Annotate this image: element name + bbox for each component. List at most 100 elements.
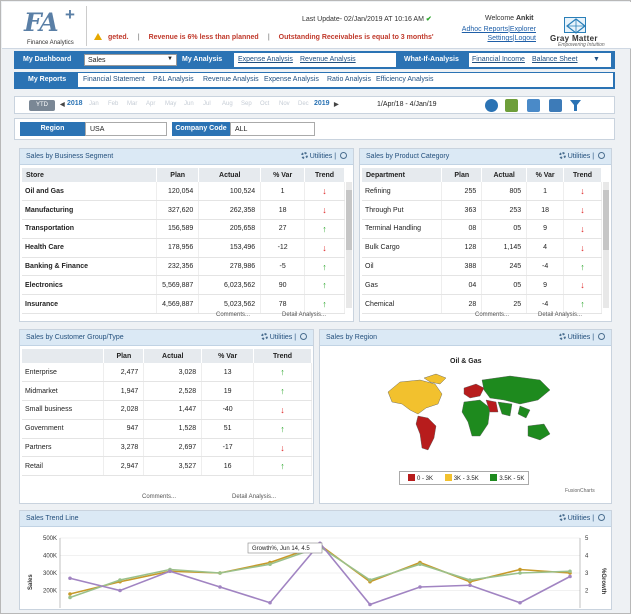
table-row[interactable]: Terminal Handling 08 05 9 ↓ [362,219,602,239]
table-row[interactable]: Chemical 28 25 -4 ↑ [362,294,602,315]
refresh-icon[interactable] [485,99,498,112]
report-link-ratio-analysis[interactable]: Ratio Analysis [327,76,371,83]
table-row[interactable]: Insurance 4,569,887 5,023,562 78 ↑ [22,294,345,315]
explorer-link[interactable]: Explorer [509,26,536,33]
month-nov[interactable]: Nov [279,101,290,107]
logout-link[interactable]: Logout [514,35,536,42]
detail-analysis-link[interactable]: Detail Analysis... [538,312,583,318]
column-header[interactable]: Plan [441,168,483,182]
column-header[interactable]: Actual [198,168,262,182]
utilities-menu[interactable]: Utilities | [558,152,605,160]
column-header[interactable]: Trend [304,168,345,182]
zoom-icon[interactable] [598,152,605,159]
column-header[interactable]: Trend [563,168,602,182]
what-if-label[interactable]: What-If-Analysis [404,56,459,63]
column-header[interactable] [22,349,105,363]
table-row[interactable]: Electronics 5,569,887 6,023,562 90 ↑ [22,275,345,296]
utilities-menu[interactable]: Utilities | [558,333,605,341]
table-row[interactable]: Partners 3,278 2,697 -17 ↓ [22,438,312,458]
zoom-icon[interactable] [598,514,605,521]
table-row[interactable]: Refining 255 805 1 ↓ [362,182,602,202]
report-link-pl-analysis[interactable]: P&L Analysis [153,76,194,83]
table-row[interactable]: Enterprise 2,477 3,028 13 ↑ [22,363,312,383]
settings-link[interactable]: Settings [487,35,513,42]
table-row[interactable]: Transportation 156,589 205,658 27 ↑ [22,219,345,239]
comments-link[interactable]: Comments... [475,312,510,318]
table-row[interactable]: Midmarket 1,947 2,528 19 ↑ [22,381,312,402]
report-link-revenue-analysis[interactable]: Revenue Analysis [203,76,259,83]
adhoc-reports-link[interactable]: Adhoc Reports [461,26,509,33]
next-year-arrow-icon[interactable]: ▶ [334,102,339,108]
column-header[interactable]: Actual [481,168,528,182]
column-header[interactable]: Store [22,168,158,182]
financial-income-link[interactable]: Financial Income [472,56,525,63]
filter-icon[interactable] [569,99,582,114]
month-feb[interactable]: Feb [108,101,119,107]
table-row[interactable]: Gas 04 05 9 ↓ [362,275,602,296]
table-row[interactable]: Small business 2,028 1,447 -40 ↓ [22,400,312,420]
print-icon[interactable] [505,99,518,112]
report-link-expense-analysis[interactable]: Expense Analysis [264,76,319,83]
expense-analysis-link[interactable]: Expense Analysis [238,56,293,63]
scrollbar[interactable] [603,182,609,308]
zoom-icon[interactable] [340,152,347,159]
more-caret-icon[interactable]: ▼ [593,56,600,63]
month-apr[interactable]: Apr [146,101,156,107]
revenue-analysis-link[interactable]: Revenue Analysis [300,56,356,63]
region-select[interactable]: USA [85,122,167,136]
column-header[interactable]: Plan [156,168,200,182]
column-header[interactable]: Trend [253,349,312,363]
month-dec[interactable]: Dec [298,101,309,107]
table-row[interactable]: Banking & Finance 232,356 278,986 -5 ↑ [22,257,345,277]
month-mar[interactable]: Mar [127,101,138,107]
prev-year-arrow-icon[interactable]: ◀ [60,102,65,108]
table-row[interactable]: Health Care 178,956 153,496 -12 ↓ [22,238,345,258]
export-icon[interactable] [549,99,562,112]
prev-year[interactable]: 2018 [67,100,83,107]
zoom-icon[interactable] [300,333,307,340]
column-header[interactable]: % Var [260,168,306,182]
table-row[interactable]: Manufacturing 327,620 262,358 18 ↓ [22,200,345,221]
month-oct[interactable]: Oct [260,101,270,107]
column-header[interactable]: % Var [201,349,255,363]
sales-trend-chart[interactable]: 500K 5 400K 4 300K 3 200K 2 Sales %Growth Growth%,… [20,528,611,610]
comments-link[interactable]: Comments... [216,312,251,318]
month-jul[interactable]: Jul [203,101,211,107]
column-header[interactable]: % Var [526,168,565,182]
column-header[interactable]: Plan [103,349,145,363]
zoom-icon[interactable] [598,333,605,340]
table-row[interactable]: Government 947 1,528 51 ↑ [22,419,312,439]
table-row[interactable]: Oil 388 245 -4 ↑ [362,257,602,277]
company-code-select[interactable]: ALL [230,122,315,136]
column-header[interactable]: Actual [143,349,203,363]
table-row[interactable]: Bulk Cargo 128 1,145 4 ↓ [362,238,602,258]
my-analysis-label[interactable]: My Analysis [182,56,223,63]
report-link-financial-statement[interactable]: Financial Statement [83,76,145,83]
month-jun[interactable]: Jun [184,101,194,107]
ytd-toggle[interactable]: YTD [29,100,55,111]
month-may[interactable]: May [165,101,177,107]
my-reports-label[interactable]: My Reports [28,76,67,83]
app-logo[interactable]: FA [24,8,59,37]
my-dashboard-label[interactable]: My Dashboard [23,56,72,63]
next-year[interactable]: 2019 [314,100,330,107]
column-header[interactable]: Department [362,168,443,182]
detail-analysis-link[interactable]: Detail Analysis... [232,494,277,500]
month-jan[interactable]: Jan [89,101,99,107]
dashboard-select[interactable]: Sales ▼ [84,54,177,66]
table-row[interactable]: Oil and Gas 120,054 100,524 1 ↓ [22,182,345,202]
detail-analysis-link[interactable]: Detail Analysis... [282,312,327,318]
utilities-menu[interactable]: Utilities | [300,152,347,160]
email-icon[interactable] [527,99,540,112]
world-map[interactable] [380,370,560,462]
month-aug[interactable]: Aug [222,101,233,107]
table-row[interactable]: Through Put 363 253 18 ↓ [362,200,602,221]
month-sep[interactable]: Sep [241,101,252,107]
balance-sheet-link[interactable]: Balance Sheet [532,56,578,63]
report-link-efficiency-analysis[interactable]: Efficiency Analysis [376,76,434,83]
utilities-menu[interactable]: Utilities | [558,514,605,522]
scrollbar[interactable] [346,182,352,308]
utilities-menu[interactable]: Utilities | [260,333,307,341]
comments-link[interactable]: Comments... [142,494,177,500]
table-row[interactable]: Retail 2,947 3,527 16 ↑ [22,456,312,477]
